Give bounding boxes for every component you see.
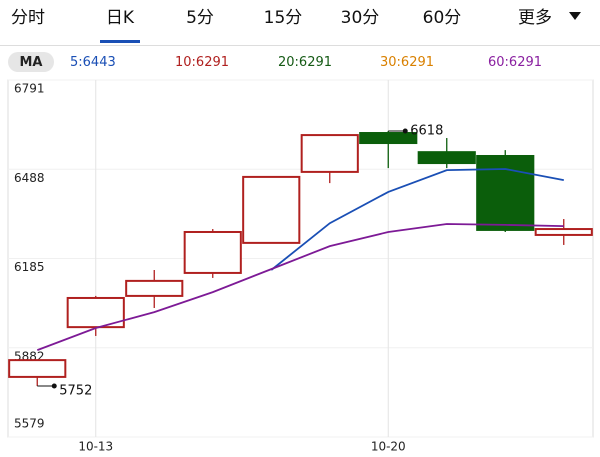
y-tick-label: 5579	[14, 417, 45, 431]
candle-body	[8, 359, 67, 378]
x-tick-label: 10-13	[78, 440, 113, 454]
ma-line	[36, 223, 564, 351]
candle-body	[300, 134, 359, 173]
ma-line	[270, 168, 564, 271]
x-tick-label: 10-20	[371, 440, 406, 454]
candle-body	[359, 132, 418, 145]
ma-pill	[8, 52, 54, 72]
more-tab[interactable]: 更多	[518, 8, 552, 28]
candle-body	[242, 175, 301, 244]
candle-body	[417, 151, 476, 165]
tab[interactable]: 30分	[341, 8, 380, 28]
y-tick-label: 6185	[14, 260, 45, 274]
more-arrow[interactable]	[569, 12, 581, 20]
active-underline	[100, 40, 140, 43]
candle-body	[534, 228, 593, 236]
tab[interactable]: 分时	[11, 8, 45, 28]
ma-item: 60:6291	[488, 55, 542, 70]
ma-item: 5:6443	[70, 55, 116, 70]
annotation-dot	[51, 383, 57, 389]
tab[interactable]: 日K	[106, 8, 135, 28]
candle-body	[476, 154, 535, 231]
ma-title: MA	[20, 55, 43, 70]
tab[interactable]: 5分	[186, 8, 214, 28]
y-tick-label: 6488	[14, 171, 45, 185]
ma-item: 20:6291	[278, 55, 332, 70]
annotation-label: 6618	[410, 123, 443, 138]
tab[interactable]: 60分	[423, 8, 462, 28]
annotation-label: 5752	[59, 384, 92, 399]
candle-body	[183, 230, 242, 274]
candle-body	[125, 279, 184, 297]
annotation-dot	[402, 128, 408, 134]
y-tick-label: 6791	[14, 82, 45, 96]
ma-item: 30:6291	[380, 55, 434, 70]
tab[interactable]: 15分	[264, 8, 303, 28]
candle-body	[66, 296, 125, 329]
ma-item: 10:6291	[175, 55, 229, 70]
